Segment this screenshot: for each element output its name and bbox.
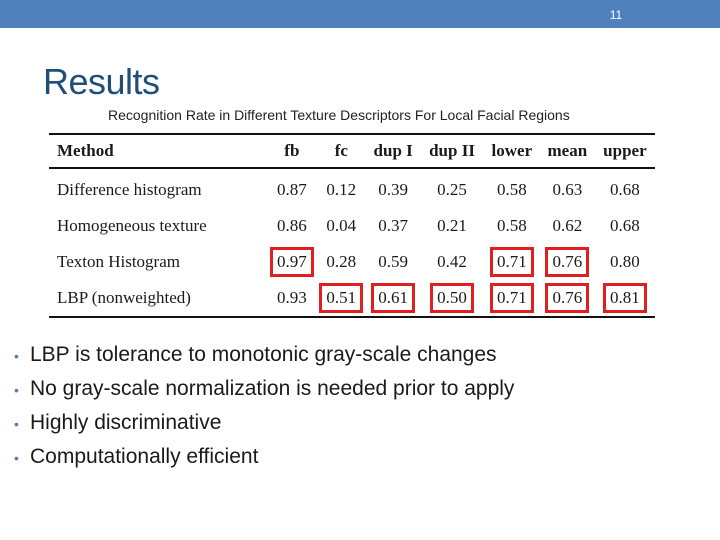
bullet-dot-icon: • [14,450,19,466]
header-fb: fb [267,133,317,169]
value-cell: 0.76 [540,244,595,280]
cell-value: 0.58 [496,180,527,199]
bullet-text: No gray-scale normalization is needed pr… [30,377,515,400]
cell-value: 0.59 [378,252,409,271]
cell-value: 0.04 [326,216,357,235]
cell-value: 0.87 [276,180,307,199]
value-cell: 0.21 [420,208,483,244]
highlighted-value: 0.61 [371,283,416,313]
value-cell: 0.37 [366,208,420,244]
highlighted-value: 0.51 [319,283,364,313]
table-row: LBP (nonweighted) 0.93 0.51 0.61 0.50 0.71 0.7… [49,280,655,318]
header-upper: upper [594,133,655,169]
method-cell: Texton Histogram [57,252,180,271]
bullet-dot-icon: • [14,416,19,432]
value-cell: 0.25 [420,168,483,208]
value-cell: 0.86 [267,208,316,244]
value-cell: 0.42 [420,244,483,280]
value-cell: 0.62 [540,208,595,244]
bullet-list: • LBP is tolerance to monotonic gray-scal… [14,338,514,474]
cell-value: 0.28 [326,252,357,271]
cell-value: 0.86 [276,216,307,235]
value-cell: 0.81 [594,280,655,318]
value-cell: 0.71 [483,280,540,318]
value-cell: 0.58 [484,208,540,244]
value-cell: 0.28 [317,244,366,280]
value-cell: 0.68 [595,168,655,208]
header-fc: fc [316,133,367,169]
highlighted-value: 0.50 [430,283,474,313]
value-cell: 0.87 [267,168,316,208]
cell-value: 0.25 [437,180,467,199]
method-cell: Difference histogram [57,180,202,199]
bullet-item: • Computationally efficient [14,440,514,474]
highlighted-value: 0.97 [269,247,314,277]
cell-value: 0.21 [437,216,467,235]
cell-value: 0.63 [552,180,583,199]
value-cell: 0.04 [317,208,366,244]
results-table: Method fb fc dup I dup II lower mean upp… [49,133,655,318]
header-method: Method [49,133,268,169]
header-dup-i: dup I [366,133,421,169]
cell-value: 0.68 [610,180,640,199]
value-cell: 0.97 [267,244,316,280]
header-mean: mean [539,133,595,169]
method-cell: LBP (nonweighted) [49,280,268,318]
cell-value: 0.62 [552,216,583,235]
cell-value: 0.39 [378,180,409,199]
header-dup-ii: dup II [420,133,484,169]
table-header-row: Method fb fc dup I dup II lower mean upp… [49,133,655,169]
header-lower: lower [483,133,540,169]
table-row: Homogeneous texture 0.86 0.04 0.37 0.21 0.58 0… [49,208,655,244]
value-cell: 0.59 [366,244,420,280]
highlighted-value: 0.71 [489,283,534,313]
value-cell: 0.51 [316,280,367,318]
value-cell: 0.50 [420,280,484,318]
cell-value: 0.37 [378,216,409,235]
cell-value: 0.68 [610,216,640,235]
slide-number: 11 [609,8,623,22]
bullet-item: • No gray-scale normalization is needed p… [14,372,514,406]
value-cell: 0.80 [595,244,655,280]
value-cell: 0.39 [366,168,420,208]
method-cell: Homogeneous texture [57,216,207,235]
cell-value: 0.42 [437,252,467,271]
highlighted-value: 0.71 [489,247,534,277]
cell-value: 0.80 [610,252,640,271]
table-caption: Recognition Rate in Different Texture De… [108,107,570,123]
bullet-item: • LBP is tolerance to monotonic gray-scal… [14,338,514,372]
table-body: Difference histogram 0.87 0.12 0.39 0.25 0.58… [49,168,655,318]
bullet-text: LBP is tolerance to monotonic gray-scale… [30,343,497,366]
slide-title: Results [43,61,160,102]
highlighted-value: 0.76 [545,283,590,313]
bullet-dot-icon: • [14,348,19,364]
value-cell: 0.68 [595,208,655,244]
bullet-item: • Highly discriminative [14,406,514,440]
cell-value: 0.58 [496,216,527,235]
table-row: Texton Histogram 0.97 0.28 0.59 0.42 0.71 0.76… [49,244,655,280]
highlighted-value: 0.81 [603,283,647,313]
value-cell: 0.93 [267,280,317,318]
cell-value: 0.12 [326,180,357,199]
value-cell: 0.63 [540,168,595,208]
value-cell: 0.61 [366,280,421,318]
bullet-text: Computationally efficient [30,445,259,468]
table-row: Difference histogram 0.87 0.12 0.39 0.25 0.58… [49,168,655,208]
bullet-dot-icon: • [14,382,19,398]
value-cell: 0.71 [484,244,540,280]
bullet-text: Highly discriminative [30,411,222,434]
top-bar: 11 [0,0,720,28]
value-cell: 0.76 [539,280,595,318]
value-cell: 0.58 [484,168,540,208]
highlighted-value: 0.76 [545,247,590,277]
value-cell: 0.12 [317,168,366,208]
cell-value: 0.93 [276,288,307,307]
